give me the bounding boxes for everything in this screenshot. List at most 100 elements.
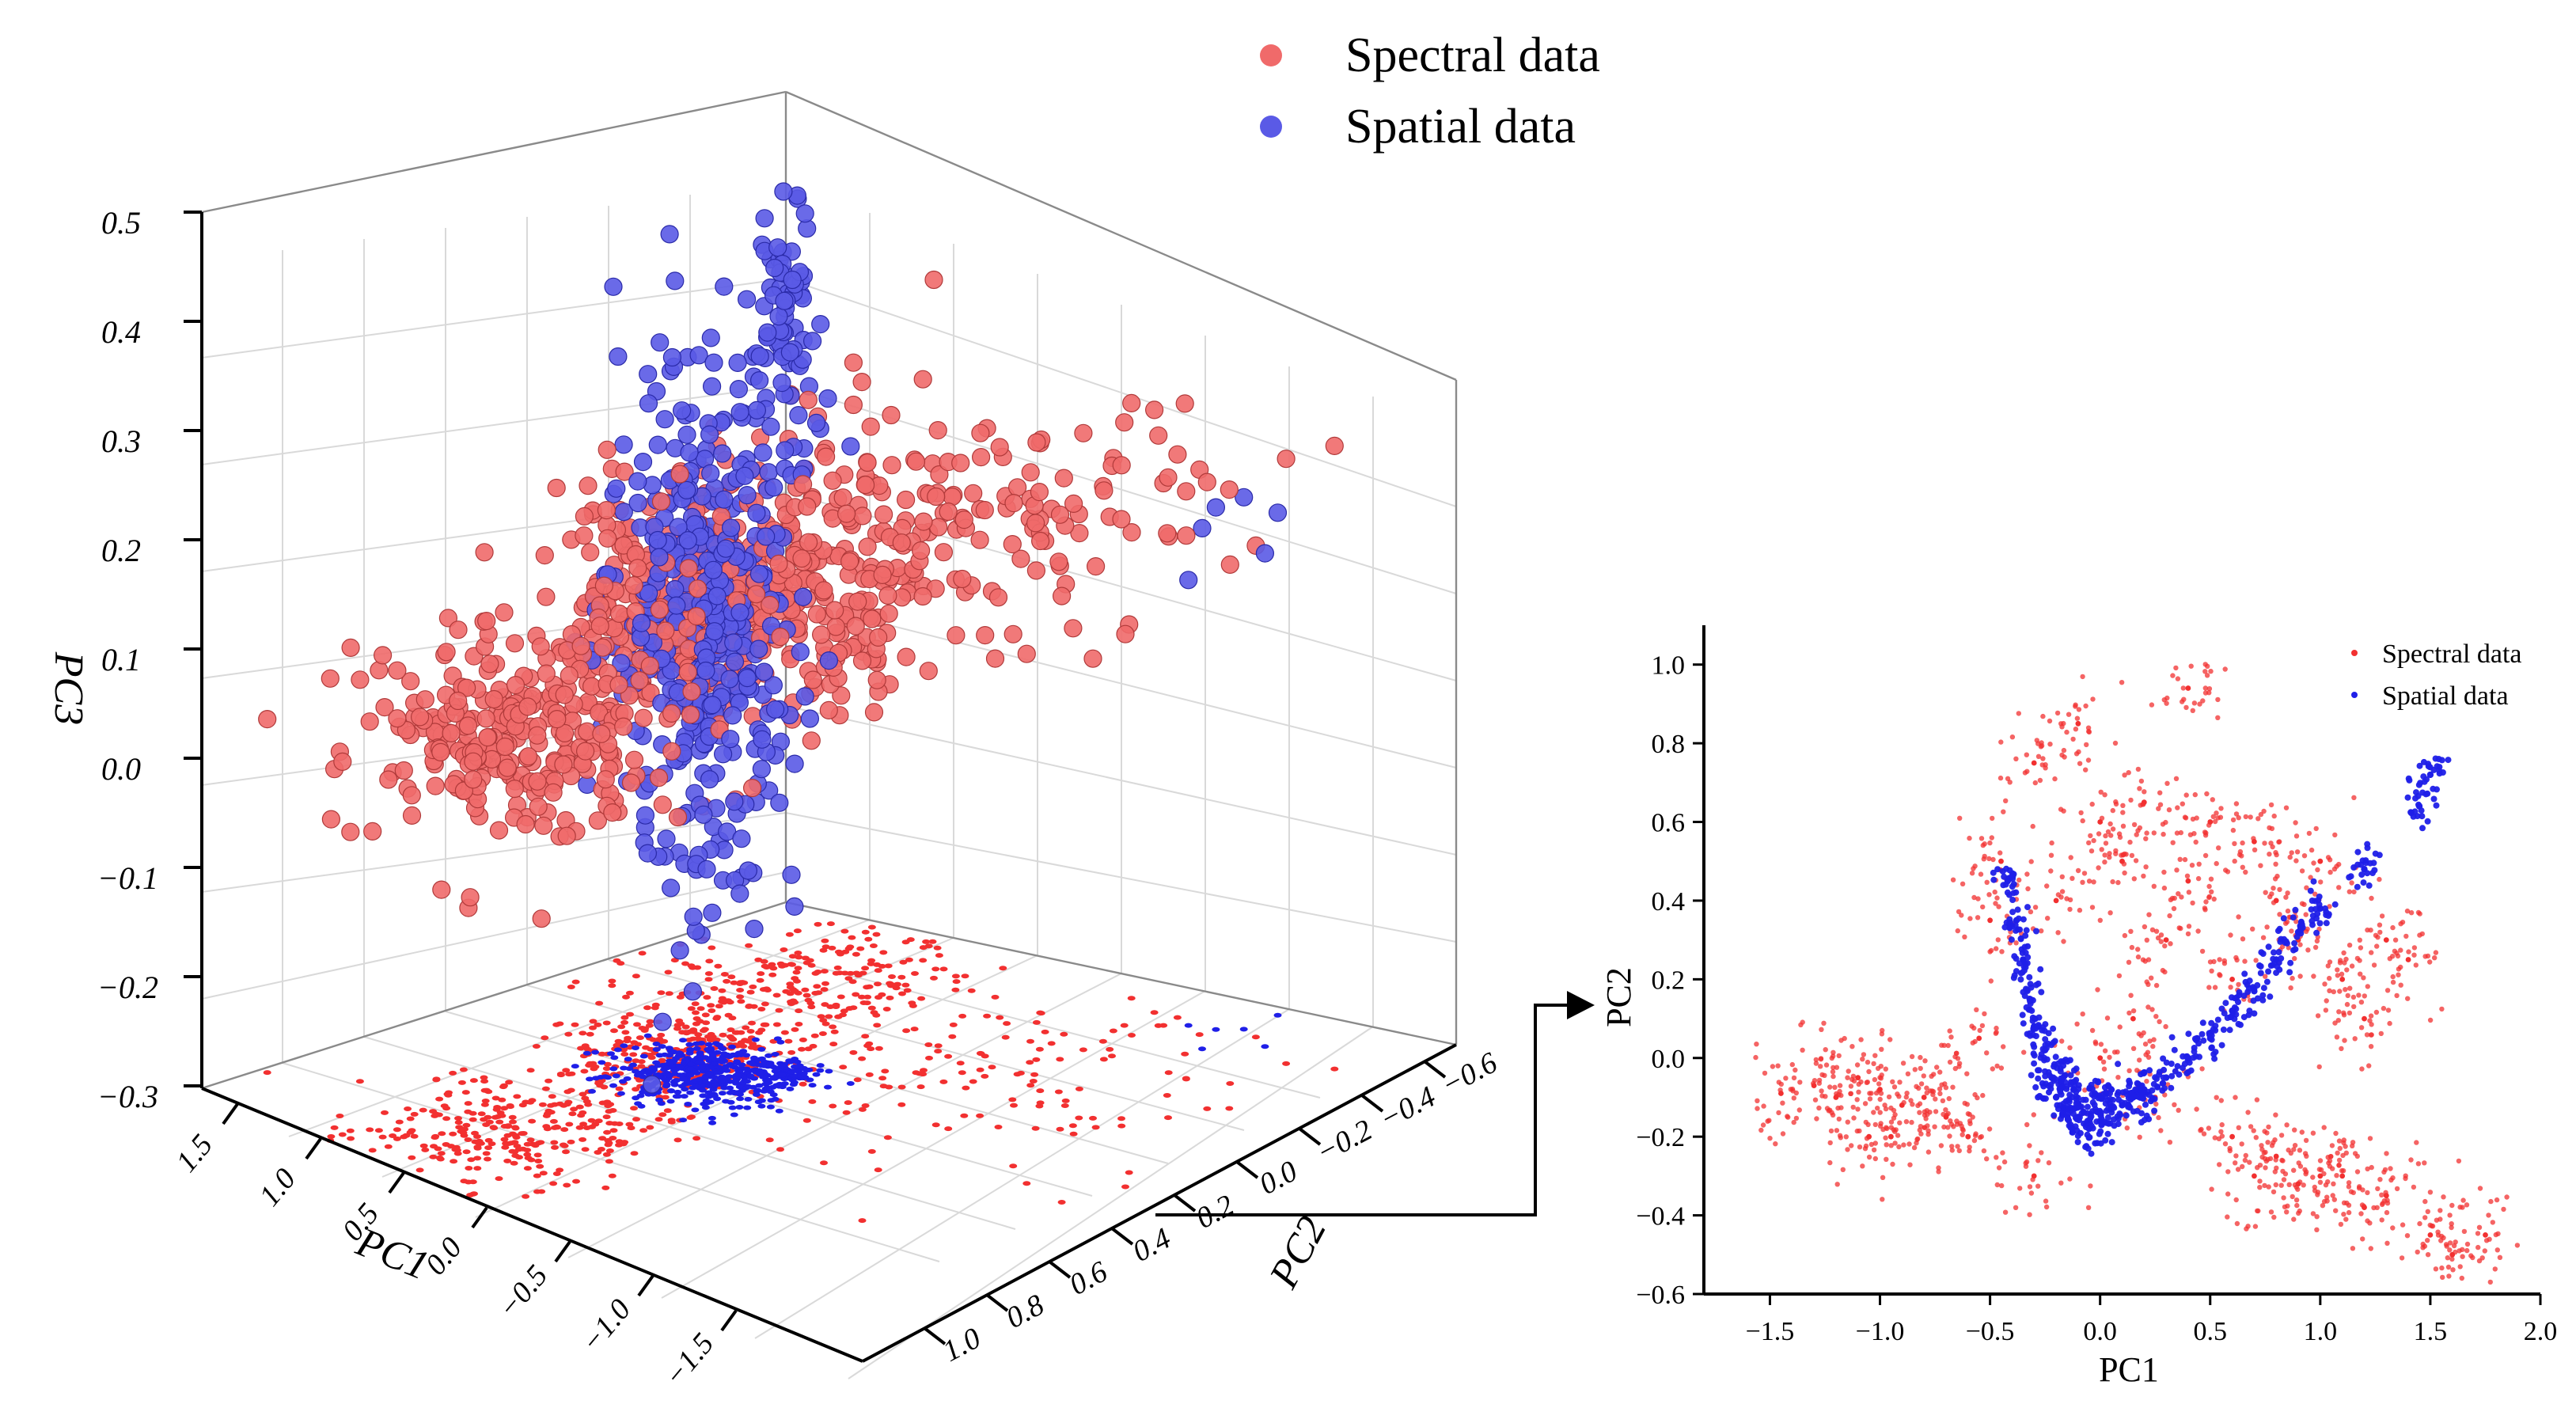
point-spectral bbox=[2449, 1202, 2455, 1209]
sphere-point-spectral bbox=[656, 621, 675, 640]
sphere-point-spatial bbox=[725, 652, 745, 671]
floor-point-spectral bbox=[552, 1124, 561, 1129]
point-spectral bbox=[2514, 1243, 2521, 1248]
point-spectral bbox=[2203, 899, 2209, 905]
point-spectral bbox=[2230, 827, 2236, 833]
sphere-point-spectral bbox=[598, 529, 617, 548]
floor-point-spectral bbox=[449, 1070, 457, 1076]
floor-point-spectral bbox=[793, 928, 802, 934]
point-spectral bbox=[2091, 879, 2096, 885]
floor-point-spectral bbox=[567, 1087, 575, 1093]
floor-point-spectral bbox=[658, 1057, 666, 1063]
sphere-point-spectral bbox=[478, 727, 497, 747]
floor-point-spatial bbox=[655, 1053, 664, 1058]
point-spectral bbox=[2240, 1163, 2245, 1170]
legend-label-spectral: Spectral data bbox=[1345, 28, 1600, 82]
floor-point-spectral bbox=[804, 997, 813, 1003]
floor-point-spectral bbox=[737, 1030, 745, 1035]
sphere-point-spatial bbox=[680, 443, 699, 462]
point-spatial bbox=[2185, 1030, 2192, 1038]
floor-point-spectral bbox=[484, 1145, 493, 1151]
point-spatial bbox=[2149, 1087, 2156, 1094]
point-spectral bbox=[2151, 883, 2157, 890]
sphere-point-spectral bbox=[1159, 468, 1178, 487]
floor-point-spectral bbox=[541, 1086, 550, 1091]
floor-point-spectral bbox=[1251, 1034, 1260, 1040]
point-spatial bbox=[2265, 943, 2272, 951]
point-spectral bbox=[1946, 1095, 1952, 1102]
sphere-point-spectral bbox=[1220, 480, 1239, 499]
point-spectral bbox=[2168, 941, 2173, 947]
point-spectral bbox=[1872, 1076, 1878, 1083]
sphere-point-spatial bbox=[1255, 544, 1275, 563]
point-spatial bbox=[2415, 801, 2422, 808]
sphere-point-spatial bbox=[776, 441, 795, 460]
floor-point-spectral bbox=[883, 1135, 892, 1140]
point-spectral bbox=[2219, 1121, 2225, 1128]
point-spectral bbox=[2222, 666, 2228, 672]
point-spectral bbox=[1872, 1053, 1878, 1058]
sphere-point-spectral bbox=[814, 581, 833, 600]
point-spectral bbox=[2486, 1213, 2491, 1218]
floor-point-spectral bbox=[901, 939, 910, 945]
floor-point-spectral bbox=[602, 1114, 611, 1120]
point-spectral bbox=[1907, 1162, 1913, 1167]
point-spectral bbox=[1984, 879, 1990, 886]
sphere-point-spatial bbox=[612, 654, 631, 673]
floor-point-spectral bbox=[727, 1027, 735, 1033]
sphere-point-spatial bbox=[729, 380, 749, 399]
floor-point-spectral bbox=[638, 951, 647, 956]
sphere-point-spectral bbox=[687, 606, 706, 626]
point-spatial bbox=[2031, 1060, 2038, 1067]
floor-point-spectral bbox=[533, 1152, 542, 1158]
floor-point-spectral bbox=[1181, 1051, 1189, 1057]
point-spectral bbox=[2228, 932, 2233, 938]
sphere-point-spectral bbox=[1115, 413, 1134, 432]
floor-point-spectral bbox=[620, 1019, 629, 1025]
point-spectral bbox=[2303, 1137, 2309, 1144]
floor-point-spectral bbox=[570, 1106, 579, 1112]
point-spectral bbox=[2325, 1179, 2331, 1185]
point-spectral bbox=[2347, 985, 2353, 991]
point-spectral bbox=[2390, 1225, 2396, 1231]
pc1-tick-label: −0.5 bbox=[491, 1259, 554, 1325]
point-spectral bbox=[2289, 928, 2294, 934]
point-spectral bbox=[2078, 810, 2084, 816]
sphere-point-spectral bbox=[498, 758, 517, 777]
floor-point-spectral bbox=[667, 1119, 676, 1125]
point-spectral bbox=[2316, 1167, 2323, 1172]
point-spectral bbox=[2123, 852, 2129, 857]
point-spectral bbox=[2131, 822, 2138, 828]
floor-point-spatial bbox=[645, 1068, 654, 1074]
point-spectral bbox=[2178, 925, 2183, 932]
sphere-point-spectral bbox=[388, 709, 407, 728]
point-spectral bbox=[1999, 1182, 2005, 1189]
point-spectral bbox=[2482, 1248, 2487, 1254]
point-spectral bbox=[2080, 879, 2085, 886]
point-spatial bbox=[2278, 955, 2285, 962]
floor-point-spectral bbox=[500, 1106, 509, 1111]
point-spectral bbox=[1918, 1054, 1923, 1061]
floor-point-spatial bbox=[763, 1085, 772, 1091]
point-spectral bbox=[2352, 1036, 2358, 1042]
sphere-point-spatial bbox=[696, 661, 715, 681]
point-spectral bbox=[2315, 867, 2320, 873]
point-spectral bbox=[2456, 1158, 2462, 1164]
floor-point-spectral bbox=[551, 1144, 559, 1150]
sphere-point-spectral bbox=[990, 438, 1009, 457]
floor-point-spatial bbox=[730, 1112, 738, 1118]
point-spectral bbox=[2248, 1124, 2254, 1129]
point-spectral bbox=[2138, 778, 2145, 784]
floor-point-spatial bbox=[686, 1066, 695, 1072]
floor-point-spectral bbox=[480, 1079, 489, 1084]
point-spatial bbox=[2021, 992, 2028, 1000]
sphere-point-spectral bbox=[609, 675, 628, 694]
sphere-point-spectral bbox=[597, 500, 616, 520]
point-spectral bbox=[2315, 1192, 2320, 1197]
point-spectral bbox=[2024, 871, 2030, 877]
floor-point-spectral bbox=[1128, 1033, 1136, 1038]
point-spectral bbox=[2294, 849, 2301, 855]
floor-point-spectral bbox=[338, 1132, 347, 1137]
sphere-point-spectral bbox=[670, 465, 689, 484]
point-spatial bbox=[2035, 1067, 2041, 1074]
